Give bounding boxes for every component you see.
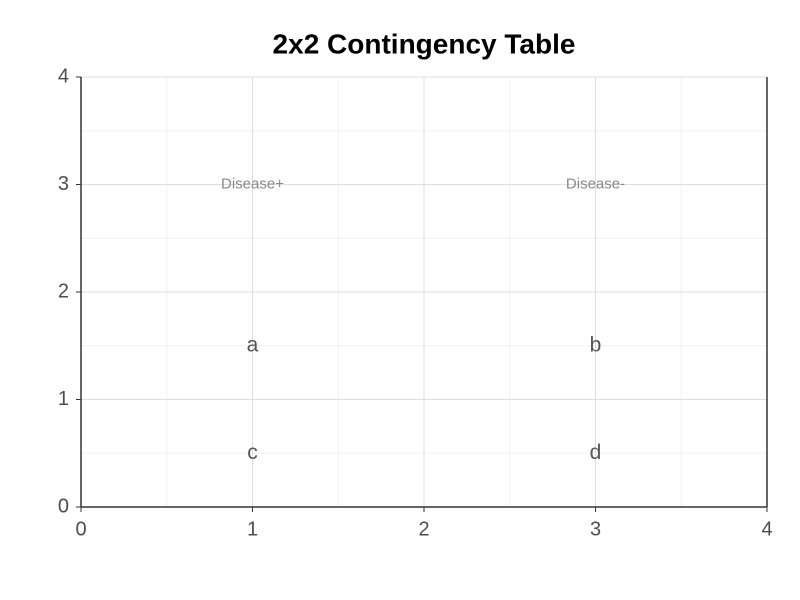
y-tick-label: 1: [58, 388, 69, 410]
y-tick-label: 4: [58, 65, 69, 87]
x-tick-label: 2: [418, 518, 429, 540]
x-tick-label: 1: [247, 518, 258, 540]
x-tick-label: 4: [761, 518, 772, 540]
chart-title: 2x2 Contingency Table: [273, 28, 576, 59]
header-label: Disease-: [566, 175, 625, 192]
y-tick-label: 2: [58, 280, 69, 302]
x-tick-label: 0: [75, 518, 86, 540]
cell-label: b: [590, 333, 602, 356]
header-label: Disease+: [221, 175, 284, 192]
cell-label: c: [247, 441, 258, 464]
x-tick-label: 3: [590, 518, 601, 540]
y-tick-label: 0: [58, 495, 69, 517]
cell-label: d: [590, 441, 602, 464]
cell-label: a: [247, 333, 259, 356]
y-tick-label: 3: [58, 173, 69, 195]
